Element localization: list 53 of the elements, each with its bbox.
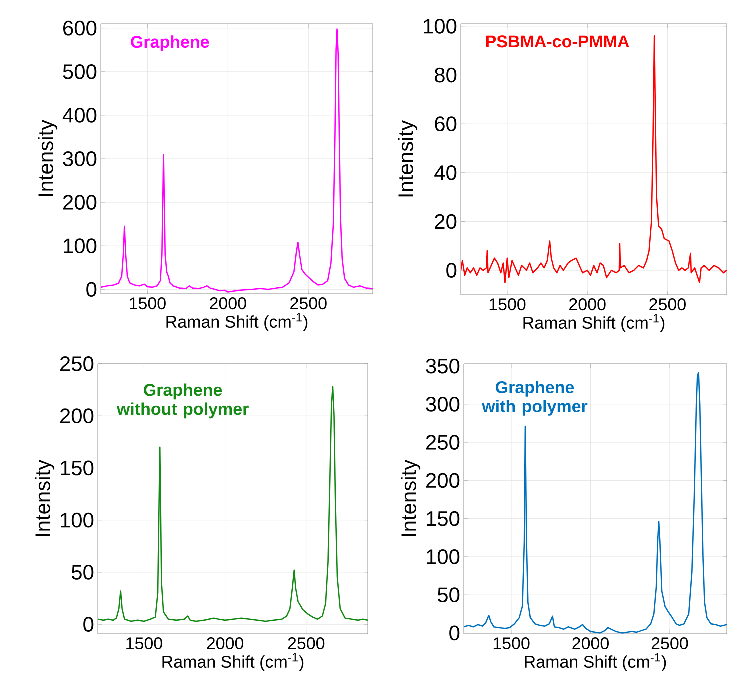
- y-tick-label: 20: [435, 214, 457, 230]
- text: Graphene without polymer: [116, 384, 249, 419]
- y-tick-label: 300: [63, 152, 97, 166]
- y-tick-label: 100: [64, 238, 97, 254]
- y-tick-label: 100: [424, 19, 457, 34]
- x-tick-label: 2500: [650, 298, 686, 311]
- y-tick-label: 150: [61, 460, 94, 476]
- x-axis-title: Raman Shift (cm$^{-1}$): [162, 653, 304, 672]
- x-axis-title: Raman Shift (cm$^{-1}$): [525, 653, 666, 672]
- x-tick-label: 2000: [210, 298, 246, 310]
- y-tick-label: 0: [446, 263, 457, 278]
- x-tick-label: 1500: [130, 298, 166, 310]
- y-tick-label: 500: [63, 64, 97, 80]
- x-tick-label: 1500: [126, 638, 162, 650]
- x-tick-label: 2000: [207, 638, 244, 650]
- x-axis-title: Raman Shift (cm$^{-1}$): [166, 313, 308, 332]
- y-tick-label: 250: [426, 435, 460, 450]
- y-tick-label: 150: [427, 511, 460, 526]
- y-axis-title: Intensity: [35, 460, 55, 536]
- x-tick-label: 2500: [290, 298, 327, 310]
- y-tick-label: 0: [86, 282, 97, 298]
- text: Graphene with polymer: [482, 381, 588, 416]
- x-tick-label: 1500: [494, 638, 530, 650]
- y-tick-label: 200: [60, 408, 94, 424]
- text: PSBMA-co-PMMA: [486, 36, 630, 48]
- y-axis-title: Intensity: [38, 120, 58, 196]
- y-tick-label: 60: [435, 116, 457, 132]
- y-tick-label: 80: [435, 68, 457, 83]
- y-tick-label: 250: [60, 356, 94, 372]
- y-tick-label: 40: [434, 165, 457, 180]
- y-axis-title: Intensity: [400, 460, 421, 536]
- x-tick-label: 2000: [570, 298, 606, 311]
- line-series: [101, 28, 373, 293]
- y-tick-label: 200: [63, 195, 97, 210]
- line-series: [464, 372, 727, 634]
- x-tick-label: 2000: [572, 638, 609, 650]
- text: Graphene: [131, 36, 210, 52]
- x-tick-label: 2500: [288, 638, 325, 650]
- y-axis-title: Intensity: [398, 120, 418, 197]
- y-tick-label: 100: [427, 550, 460, 564]
- y-tick-label: 0: [84, 617, 94, 632]
- y-tick-label: 100: [61, 512, 94, 528]
- y-tick-label: 50: [438, 588, 460, 603]
- x-tick-label: 2500: [652, 638, 688, 650]
- y-tick-label: 300: [426, 396, 460, 412]
- x-tick-label: 1500: [490, 298, 526, 311]
- y-tick-label: 50: [72, 565, 94, 580]
- y-tick-label: 400: [62, 108, 97, 123]
- y-tick-label: 600: [64, 20, 97, 36]
- y-tick-label: 200: [426, 473, 460, 488]
- y-tick-label: 350: [426, 358, 460, 374]
- y-tick-label: 0: [450, 626, 460, 641]
- x-axis-title: Raman Shift (cm$^{-1}$): [524, 314, 665, 332]
